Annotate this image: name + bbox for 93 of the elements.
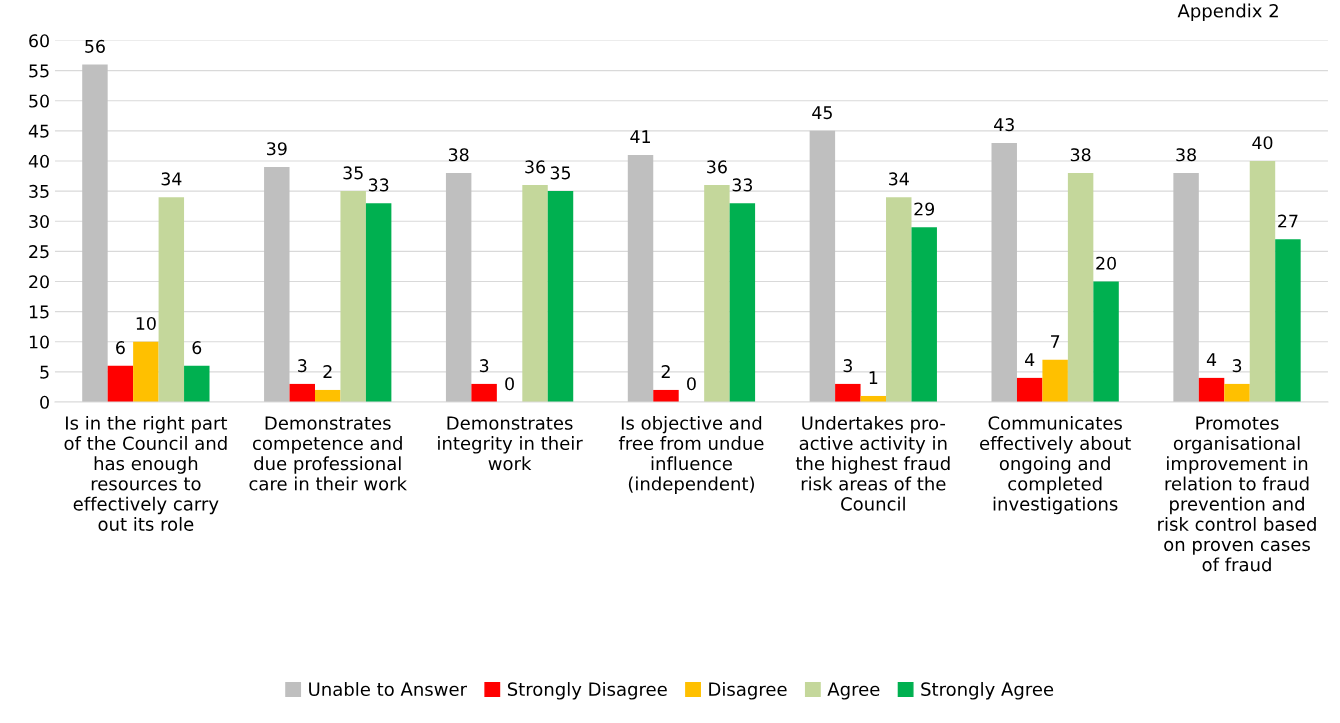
legend-label: Agree [827,682,880,700]
bar [315,389,341,402]
y-tick-label: 5 [40,365,49,379]
data-label: 3 [298,359,307,373]
y-tick-label: 15 [29,305,49,319]
data-label: 4 [1025,353,1035,366]
y-tick-label: 55 [29,64,49,78]
data-label: 3 [843,359,852,373]
data-label: 4 [1206,353,1217,366]
data-label: 6 [116,341,125,355]
data-label: 7 [1051,335,1060,348]
x-tick-label: Is in the right part of the Council and has enough resources to effectively carry out its role [64,415,228,531]
x-tick-label: Demonstrates integrity in their work [438,416,583,471]
bar [835,383,861,402]
data-label: 45 [812,106,832,120]
x-tick-label: Demonstrates competence and due professional care in their work [249,416,407,491]
bar [133,341,159,402]
legend-label: Unable to Answer [309,682,468,697]
data-label: 41 [630,130,650,144]
bar [729,203,756,402]
data-label: 35 [550,166,571,180]
text: Appendix 2 [1177,3,1278,22]
bar [289,383,315,402]
y-tick-label: 35 [29,184,49,198]
legend-label: Strongly Agree [921,682,1054,700]
data-label: 38 [1070,148,1091,162]
data-label: 1 [869,371,878,385]
y-tick-label: 0 [40,395,49,409]
y-tick-label: 20 [29,275,49,289]
bar [1093,281,1119,402]
bar [704,185,730,402]
data-label: 40 [1252,136,1273,150]
bar [107,365,134,402]
data-label: 43 [994,118,1014,132]
x-tick-label: Undertakes pro- active activity in the highest fraud risk areas of the Council [795,415,950,511]
bar [1016,377,1043,402]
x-tick-label: Promotes organisational improvement in relation to fraud prevention and risk control based on proven cases of fraud [1158,416,1316,572]
data-label: 33 [732,178,753,192]
bar [264,167,290,402]
y-tick-label: 40 [28,154,49,168]
data-label: 34 [161,172,182,186]
bar [82,64,108,402]
bar [340,191,366,402]
bar [886,197,912,402]
data-label: 0 [687,377,696,391]
data-label: 34 [889,172,909,186]
bar [1173,173,1199,402]
bar [184,365,210,402]
data-label: 3 [1232,359,1242,373]
data-label: 39 [267,142,287,156]
bar [1249,160,1276,402]
bar [445,173,472,402]
bar [1224,383,1250,402]
data-label: 38 [448,148,469,162]
x-tick-label: Is objective and free from undue influence (independent) [618,415,764,495]
bar [991,142,1017,402]
bar [158,197,185,402]
y-tick-label: 25 [29,245,49,259]
data-label: 38 [1176,148,1196,162]
bar [809,130,836,402]
legend-label: Strongly Disagree [507,682,667,700]
y-tick-label: 30 [29,214,49,229]
data-label: 29 [914,202,935,216]
bar [1198,377,1225,402]
data-label: 10 [136,316,156,331]
data-label: 56 [85,39,105,53]
bar [1275,239,1301,402]
bar [653,389,679,402]
data-label: 3 [479,359,489,373]
y-tick-label: 50 [29,94,49,108]
y-tick-label: 10 [29,335,49,349]
data-label: 36 [707,160,727,174]
y-tick-label: 45 [28,124,49,138]
bar [1067,173,1094,402]
legend-label: Disagree [709,682,787,700]
bar [627,154,654,402]
bar [522,185,548,402]
data-label: 33 [368,178,389,192]
data-label: 6 [192,341,202,355]
bar [365,203,392,402]
data-label: 0 [505,377,514,391]
y-tick-label: 60 [29,34,49,48]
bar [911,227,937,402]
data-label: 35 [343,166,363,180]
data-label: 36 [525,160,545,174]
data-label: 27 [1278,214,1298,228]
bar [1042,359,1068,402]
bar [471,383,497,402]
x-tick-label: Communicates effectively about ongoing and completed investigations [980,415,1131,515]
data-label: 2 [661,365,670,378]
bar [547,191,574,402]
data-label: 2 [323,365,332,378]
data-label: 20 [1096,256,1116,270]
